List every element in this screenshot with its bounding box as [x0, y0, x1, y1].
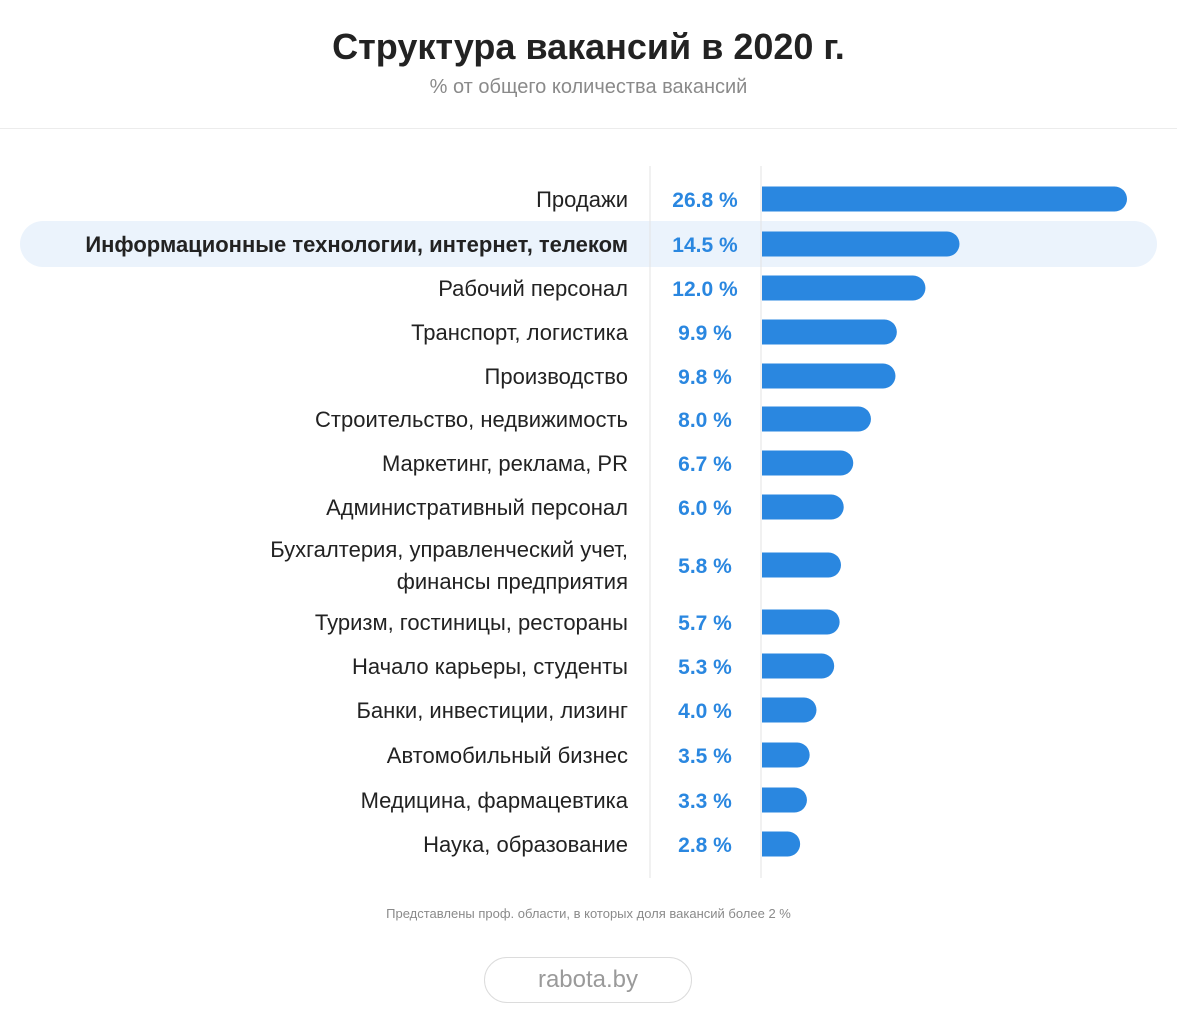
category-label: Автомобильный бизнес [387, 743, 628, 768]
value-label: 3.3 % [678, 790, 732, 813]
bar [762, 450, 854, 476]
bar [762, 831, 801, 857]
value-label: 6.0 % [678, 497, 732, 520]
category-label: Информационные технологии, интернет, тел… [85, 232, 628, 257]
bar [762, 275, 926, 301]
value-label: 8.0 % [678, 409, 732, 432]
value-label: 2.8 % [678, 834, 732, 857]
category-label: Рабочий персонал [438, 276, 628, 301]
header-divider [0, 128, 1177, 129]
category-label: Банки, инвестиции, лизинг [356, 698, 628, 723]
category-label: Наука, образование [423, 832, 628, 857]
value-label: 14.5 % [672, 234, 738, 257]
value-label: 12.0 % [672, 278, 738, 301]
footnote: Представлены проф. области, в которых до… [386, 906, 791, 921]
category-label: Бухгалтерия, управленческий учет, финансы… [270, 537, 628, 594]
chart-subtitle: % от общего количества вакансий [429, 76, 748, 98]
bar [762, 653, 835, 679]
bar [762, 363, 896, 389]
value-label: 5.7 % [678, 612, 732, 635]
bar [762, 609, 840, 635]
brand-badge[interactable]: rabota.by [484, 957, 692, 1003]
value-label: 9.9 % [678, 322, 732, 345]
bar [762, 742, 810, 768]
category-label: Туризм, гостиницы, рестораны [315, 610, 628, 635]
category-label: Начало карьеры, студенты [352, 654, 628, 679]
value-label: 6.7 % [678, 453, 732, 476]
category-label: Транспорт, логистика [411, 320, 629, 345]
category-label: Производство [485, 364, 628, 389]
value-label: 5.3 % [678, 656, 732, 679]
category-label: Маркетинг, реклама, PR [382, 451, 628, 476]
bar [762, 552, 841, 578]
value-label: 3.5 % [678, 745, 732, 768]
bar [762, 186, 1127, 212]
value-label: 26.8 % [672, 189, 738, 212]
bar [762, 697, 817, 723]
value-label: 5.8 % [678, 555, 732, 578]
bar [762, 406, 871, 432]
bar-chart: Продажи 26.8 % Информационные технологии, … [20, 166, 1157, 878]
bar [762, 319, 897, 345]
category-label: Строительство, недвижимость [315, 407, 628, 432]
bar [762, 787, 807, 813]
value-label: 9.8 % [678, 366, 732, 389]
category-label: Административный персонал [326, 495, 628, 520]
chart-title: Структура вакансий в 2020 г. [332, 26, 845, 67]
bar [762, 231, 960, 257]
category-label: Продажи [536, 187, 628, 212]
bar [762, 494, 844, 520]
category-label: Медицина, фармацевтика [361, 788, 629, 813]
value-label: 4.0 % [678, 700, 732, 723]
